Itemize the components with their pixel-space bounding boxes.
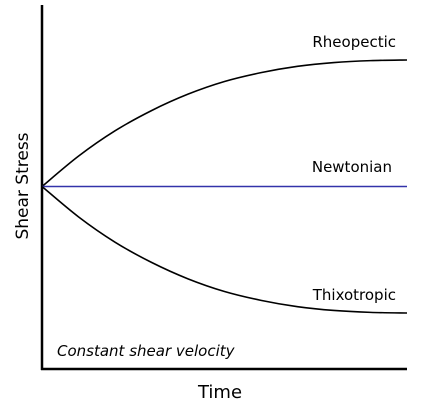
series-line-thixotropic	[41, 185, 408, 314]
annotation-text: Constant shear velocity	[57, 342, 236, 360]
series-group	[41, 59, 408, 314]
series-line-rheopectic	[41, 59, 408, 188]
series-label-rheopectic: Rheopectic	[312, 33, 396, 51]
series-label-thixotropic: Thixotropic	[312, 286, 396, 304]
series-label-newtonian: Newtonian	[312, 158, 392, 176]
y-axis-label: Shear Stress	[13, 132, 33, 239]
x-axis-label: Time	[197, 382, 242, 403]
